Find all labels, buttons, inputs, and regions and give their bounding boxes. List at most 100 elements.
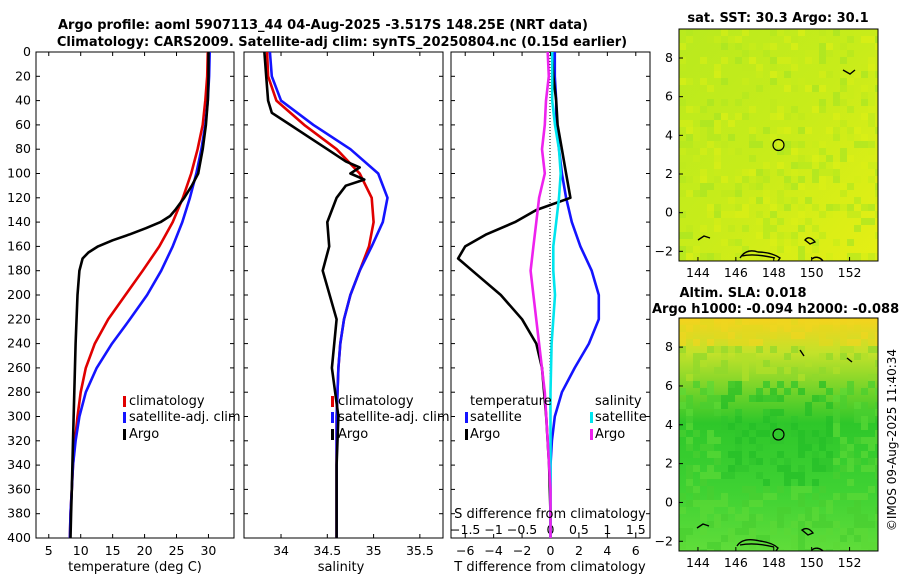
map-cell [791, 381, 798, 388]
y-tick-label: 140 [7, 214, 31, 229]
map-cell [854, 218, 861, 225]
map-cell [756, 232, 763, 239]
map-cell [728, 239, 735, 246]
map-cell [847, 465, 854, 472]
map-cell [679, 120, 686, 127]
map-cell [833, 29, 840, 36]
map-cell [826, 416, 833, 423]
map-cell [819, 444, 826, 451]
map-cell [777, 374, 784, 381]
map-cell [826, 253, 833, 260]
map-cell [714, 127, 721, 134]
map-cell [763, 190, 770, 197]
map-cell [728, 465, 735, 472]
map-cell [686, 253, 693, 260]
map-cell [791, 106, 798, 113]
map-cell [861, 36, 868, 43]
map-cell [819, 211, 826, 218]
map-cell [868, 176, 875, 183]
lat-tick-label: 6 [665, 89, 673, 104]
map-cell [756, 169, 763, 176]
map-cell [784, 36, 791, 43]
map-cell [798, 514, 805, 521]
map-cell [721, 514, 728, 521]
map-cell [819, 395, 826, 402]
map-cell [868, 381, 875, 388]
map-cell [798, 78, 805, 85]
map-cell [707, 472, 714, 479]
map-cell [861, 465, 868, 472]
x-tick-label: 2 [575, 543, 583, 558]
map-cell [756, 346, 763, 353]
map-cell [840, 395, 847, 402]
map-cell [756, 183, 763, 190]
map-cell [875, 332, 878, 339]
sla-coastlines [696, 349, 853, 552]
map-cell [840, 43, 847, 50]
map-cell [763, 232, 770, 239]
map-cell [861, 409, 868, 416]
map-cell [756, 444, 763, 451]
map-cell [686, 486, 693, 493]
map-cell [693, 148, 700, 155]
map-cell [784, 507, 791, 514]
map-cell [763, 225, 770, 232]
map-cell [819, 232, 826, 239]
map-cell [854, 500, 861, 507]
map-cell [693, 339, 700, 346]
map-cell [777, 465, 784, 472]
map-cell [721, 29, 728, 36]
map-cell [819, 106, 826, 113]
map-cell [840, 148, 847, 155]
map-cell [721, 318, 728, 325]
map-cell [700, 514, 707, 521]
map-cell [791, 43, 798, 50]
map-cell [707, 381, 714, 388]
map-cell [791, 183, 798, 190]
map-cell [791, 318, 798, 325]
map-cell [812, 190, 819, 197]
map-cell [826, 162, 833, 169]
map-cell [756, 71, 763, 78]
map-cell [770, 458, 777, 465]
map-cell [812, 85, 819, 92]
map-cell [854, 141, 861, 148]
legend-climatology-label: climatology [129, 394, 205, 409]
map-cell [812, 204, 819, 211]
map-cell [826, 388, 833, 395]
map-cell [833, 542, 840, 549]
map-cell [707, 500, 714, 507]
y-tick-label: 40 [15, 93, 31, 108]
map-cell [728, 134, 735, 141]
map-cell [707, 402, 714, 409]
map-cell [679, 176, 686, 183]
y-tick-label: 80 [15, 141, 31, 156]
map-cell [875, 542, 878, 549]
map-cell [686, 246, 693, 253]
map-cell [686, 134, 693, 141]
map-cell [812, 57, 819, 64]
s-difference-axis: −1.5 −1 −0.5 0 0.5 1 1.5 [450, 522, 646, 537]
map-cell [875, 169, 878, 176]
map-cell [777, 113, 784, 120]
y-ticks [244, 51, 443, 539]
map-cell [756, 388, 763, 395]
map-cell [686, 402, 693, 409]
map-cell [868, 113, 875, 120]
map-cell [819, 141, 826, 148]
map-cell [721, 43, 728, 50]
salinity-plot-frame [243, 51, 444, 539]
map-cell [721, 57, 728, 64]
map-cell [812, 246, 819, 253]
map-cell [847, 528, 854, 535]
map-cell [679, 346, 686, 353]
map-cell [770, 346, 777, 353]
map-cell [735, 204, 742, 211]
map-cell [798, 451, 805, 458]
x-tick-label: 30 [200, 543, 216, 558]
map-cell [777, 204, 784, 211]
y-tick-label: 120 [7, 190, 31, 205]
map-cell [749, 458, 756, 465]
coastline [697, 235, 711, 241]
lon-tick-label: 146 [724, 265, 748, 280]
